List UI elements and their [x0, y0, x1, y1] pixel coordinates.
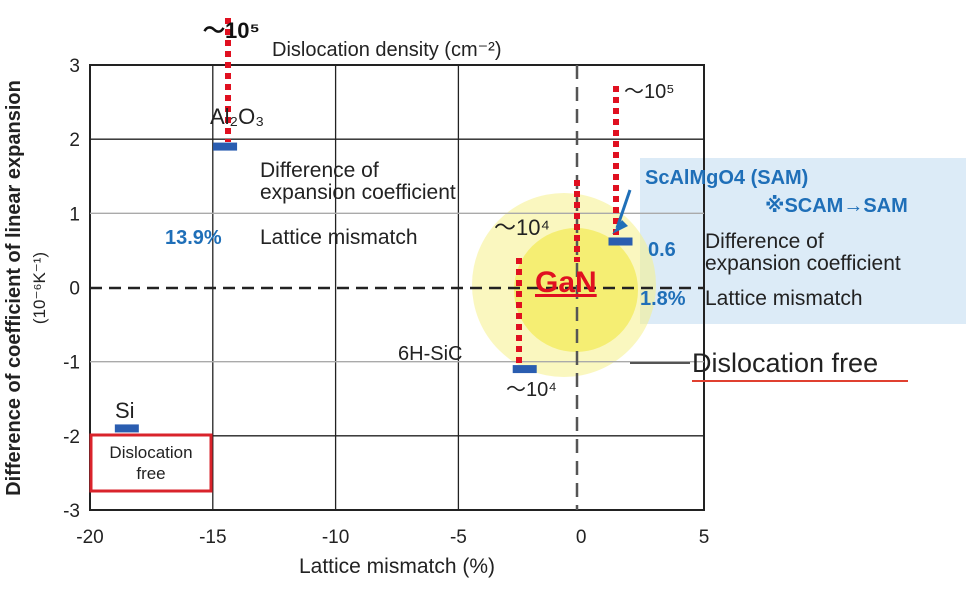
x-axis-title: Lattice mismatch (%): [299, 555, 495, 578]
marker-sam: [608, 237, 633, 246]
sam-title: ScAlMgO4 (SAM): [645, 167, 808, 189]
density-lines: [225, 18, 619, 366]
gan-density-label: ～10⁴: [494, 215, 550, 240]
sam-diff-value: 0.6: [648, 239, 676, 261]
y-tick-label: -3: [63, 501, 80, 522]
y-tick-label: 2: [69, 130, 80, 151]
dislocation-free-box: [89, 433, 213, 493]
al2o3-density-label: ～10⁵: [203, 18, 260, 43]
marker-alo: [213, 142, 238, 151]
sam-panel: [640, 158, 966, 324]
y-tick-label: -1: [63, 353, 80, 374]
sic-label: 6H-SiC: [398, 343, 462, 365]
markers: [114, 142, 633, 433]
marker-si: [114, 424, 139, 433]
al2o3-mismatch-value: 13.9%: [165, 227, 222, 249]
sam-subtitle: ※SCAM→SAM: [765, 195, 908, 217]
x-tick-label: -5: [450, 527, 467, 548]
x-tick-label: 5: [699, 527, 710, 548]
sam-diff-line1: Difference of: [705, 230, 824, 253]
x-tick-label: -15: [199, 527, 226, 548]
gan-label: GaN: [535, 266, 597, 299]
al2o3-diff-line1: Difference of: [260, 159, 379, 182]
si-label: Si: [115, 398, 135, 423]
y-tick-label: -2: [63, 427, 80, 448]
al2o3-label: Al₂O₃: [210, 104, 264, 129]
sam-density-label: ～10⁵: [624, 81, 675, 103]
x-tick-label: -20: [76, 527, 103, 548]
dislocation-free-box-line1: Dislocation: [109, 443, 192, 462]
dislocation-free-label: Dislocation free: [692, 348, 878, 378]
top-axis-title: Dislocation density (cm⁻²): [272, 39, 502, 61]
al2o3-diff-line2: expansion coefficient: [260, 181, 456, 204]
y-tick-label: 0: [69, 279, 80, 300]
sam-mismatch-label: Lattice mismatch: [705, 287, 863, 310]
y-axis-title: Difference of coefficient of linear expa…: [3, 80, 25, 496]
y-tick-label: 1: [69, 204, 80, 225]
al2o3-mismatch-label: Lattice mismatch: [260, 226, 418, 249]
dislocation-free-box-line2: free: [136, 464, 165, 483]
sam-arrow: [612, 189, 632, 234]
x-tick-label: 0: [576, 527, 587, 548]
x-tick-label: -10: [322, 527, 349, 548]
sic-density-label: ～10⁴: [506, 379, 557, 401]
y-axis-unit: (10⁻⁶K⁻¹): [30, 252, 49, 324]
marker-6hsic: [512, 365, 537, 374]
sam-mismatch-value: 1.8%: [640, 288, 686, 310]
y-tick-label: 3: [69, 56, 80, 77]
sam-diff-line2: expansion coefficient: [705, 252, 901, 275]
